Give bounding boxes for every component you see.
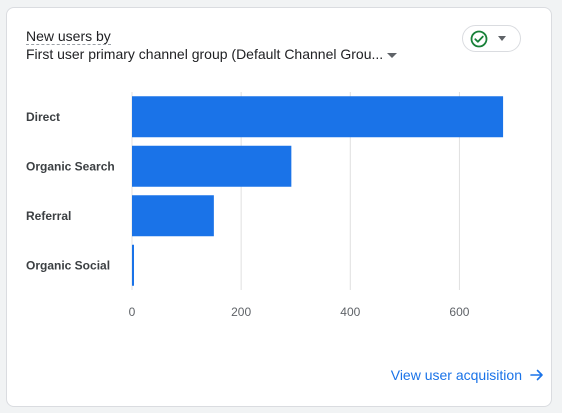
bar-1[interactable] [132, 145, 292, 187]
arrow-right-icon [530, 369, 543, 381]
dropdown-caret-icon [387, 52, 398, 58]
category-label-2: Referral [26, 209, 71, 223]
new-users-card [6, 7, 552, 407]
bar-3[interactable] [132, 244, 134, 286]
card-title: New users by [26, 27, 111, 45]
x-tick-label-2: 400 [340, 305, 360, 319]
status-dropdown-button[interactable] [462, 25, 521, 52]
check-circle-icon [470, 30, 488, 47]
category-label-3: Organic Social [26, 258, 110, 272]
category-label-1: Organic Search [26, 159, 115, 173]
chevron-down-icon [498, 36, 506, 41]
metric-label[interactable]: New users by [26, 28, 111, 45]
category-label-0: Direct [26, 110, 60, 124]
link-label: View user acquisition [390, 367, 522, 383]
x-tick-label-1: 200 [231, 305, 251, 319]
dimension-label: First user primary channel group (Defaul… [26, 46, 384, 62]
x-tick-label-3: 600 [449, 305, 469, 319]
x-tick-label-0: 0 [129, 305, 136, 319]
dimension-selector[interactable]: First user primary channel group (Defaul… [26, 45, 398, 63]
bar-2[interactable] [132, 195, 214, 237]
bar-0[interactable] [132, 96, 504, 138]
view-user-acquisition-link[interactable]: View user acquisition [391, 367, 544, 383]
